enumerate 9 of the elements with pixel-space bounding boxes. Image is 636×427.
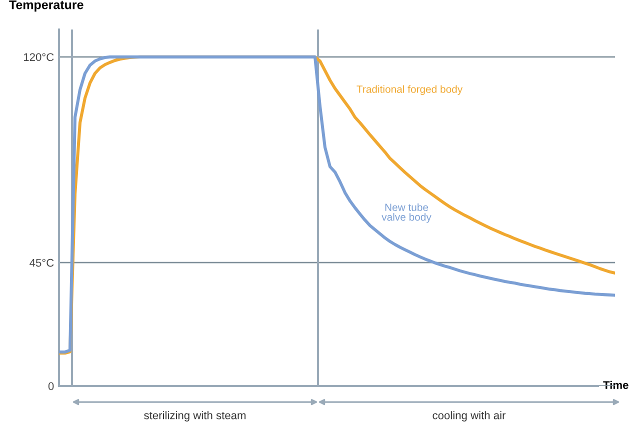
y-axis-title: Temperature [9,0,84,12]
text: sterilizing with steam [144,411,246,422]
y-tick-label: 0 [48,382,54,390]
y-tick-label: 45°C [30,258,54,267]
x-axis-title: Time [603,380,628,389]
y-tick-label: 120°C [24,53,54,62]
text: cooling with air [432,411,506,422]
series-label: Traditional forged body [356,85,463,95]
series-label: New tube valve body [382,203,432,223]
